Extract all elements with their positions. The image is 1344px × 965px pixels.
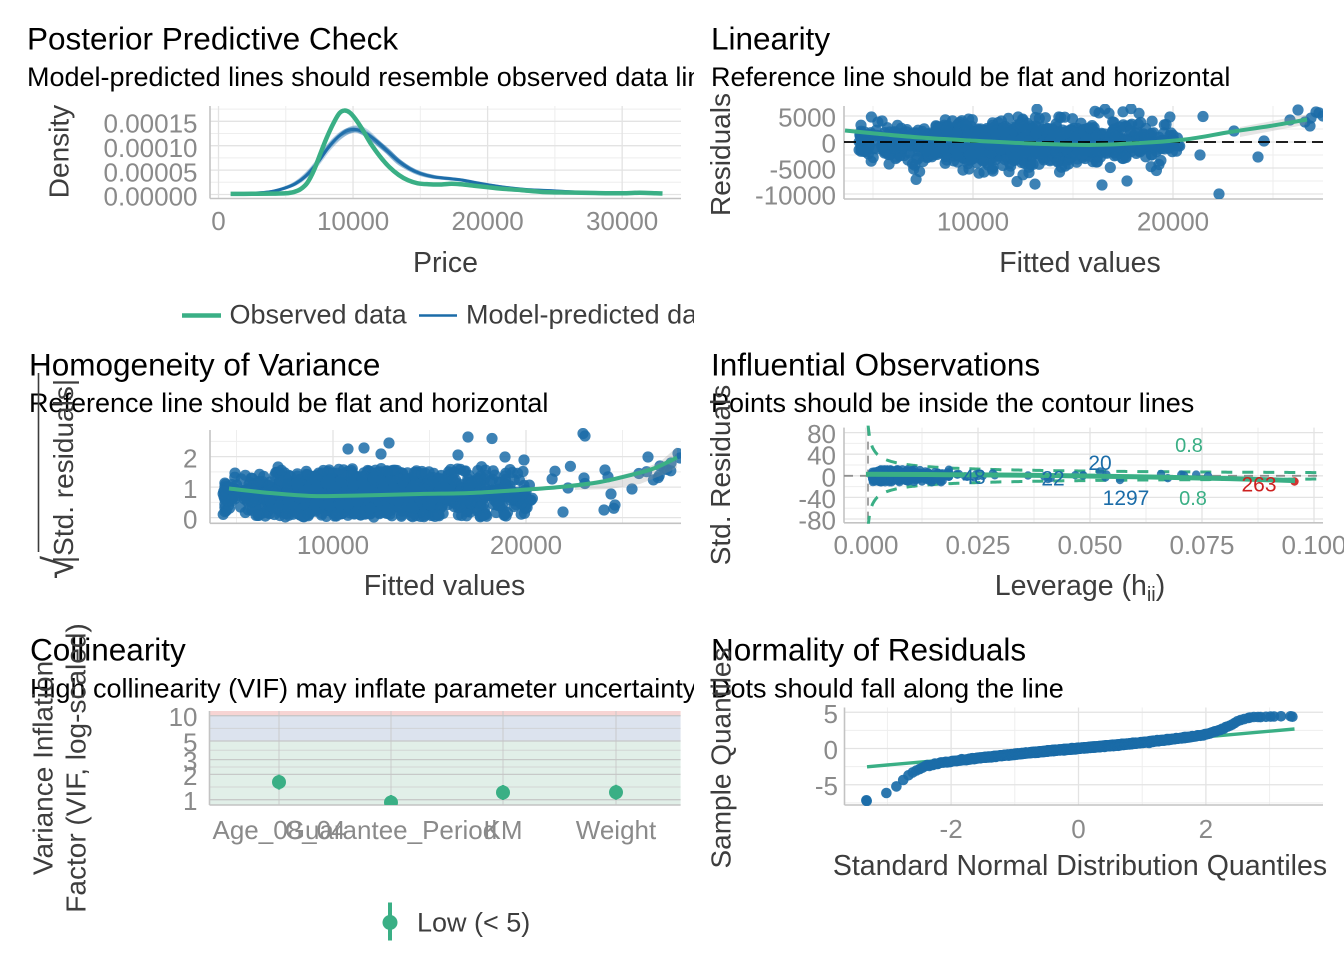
svg-text:Model-predicted lines should r: Model-predicted lines should resemble ob…	[27, 62, 731, 92]
svg-text:Fitted values: Fitted values	[364, 570, 526, 602]
svg-text:Homogeneity of Variance: Homogeneity of Variance	[29, 346, 380, 382]
svg-text:High collinearity (VIF) may in: High collinearity (VIF) may inflate para…	[30, 673, 697, 703]
svg-text:Linearity: Linearity	[711, 20, 830, 56]
svg-text:0.025: 0.025	[945, 530, 1010, 560]
svg-text:Normality of Residuals: Normality of Residuals	[711, 632, 1026, 668]
svg-text:10000: 10000	[937, 207, 1009, 237]
svg-text:0: 0	[1071, 814, 1085, 844]
svg-text:0: 0	[211, 206, 225, 236]
svg-text:-5: -5	[815, 771, 838, 801]
svg-text:48: 48	[962, 466, 985, 489]
svg-text:20000: 20000	[490, 530, 562, 560]
svg-text:Std. Residuals: Std. Residuals	[705, 385, 736, 566]
svg-text:√: √	[35, 555, 82, 579]
svg-text:263: 263	[1241, 474, 1276, 497]
svg-text:Variance Inflation: Variance Inflation	[28, 661, 59, 875]
svg-text:Fitted values: Fitted values	[999, 247, 1161, 279]
svg-text:10: 10	[169, 702, 198, 732]
svg-text:2: 2	[183, 443, 197, 473]
svg-text:Model-predicted data: Model-predicted data	[466, 300, 721, 330]
svg-text:Observed data: Observed data	[230, 300, 408, 330]
svg-text:2: 2	[1199, 814, 1213, 844]
svg-text:10000: 10000	[317, 206, 389, 236]
svg-text:30000: 30000	[586, 206, 658, 236]
svg-text:Factor (VIF, log-scaled): Factor (VIF, log-scaled)	[61, 623, 92, 912]
svg-text:-10000: -10000	[755, 181, 836, 211]
svg-text:|Std. residuals|: |Std. residuals|	[48, 379, 79, 563]
svg-text:20: 20	[1088, 452, 1111, 475]
svg-text:0.100: 0.100	[1281, 530, 1344, 560]
svg-text:Standard Normal Distribution Q: Standard Normal Distribution Quantiles	[833, 850, 1327, 882]
svg-text:0.00015: 0.00015	[104, 109, 198, 139]
svg-text:0.000: 0.000	[833, 530, 898, 560]
svg-text:Reference line should be flat: Reference line should be flat and horizo…	[711, 62, 1230, 92]
svg-text:Influential Observations: Influential Observations	[711, 346, 1040, 382]
svg-text:Low (< 5): Low (< 5)	[417, 908, 530, 938]
svg-text:0: 0	[183, 504, 197, 534]
svg-text:Weight: Weight	[576, 815, 657, 845]
svg-text:KM: KM	[484, 815, 523, 845]
svg-text:Residuals: Residuals	[705, 93, 736, 216]
svg-text:-80: -80	[798, 506, 836, 536]
svg-text:1: 1	[183, 474, 197, 504]
svg-text:0.075: 0.075	[1169, 530, 1234, 560]
svg-text:Reference line should be flat: Reference line should be flat and horizo…	[29, 388, 548, 418]
svg-text:22: 22	[1041, 468, 1064, 491]
svg-text:Sample Quantiles: Sample Quantiles	[706, 647, 737, 868]
svg-text:20000: 20000	[451, 206, 523, 236]
svg-text:Posterior Predictive Check: Posterior Predictive Check	[27, 20, 398, 56]
svg-text:Leverage (hii): Leverage (hii)	[995, 570, 1166, 606]
svg-text:Price: Price	[413, 247, 478, 279]
svg-text:Points should be inside the co: Points should be inside the contour line…	[711, 388, 1194, 418]
svg-text:5: 5	[824, 699, 838, 729]
svg-text:Density: Density	[43, 105, 74, 198]
svg-text:-2: -2	[940, 814, 963, 844]
svg-text:0.8: 0.8	[1179, 488, 1207, 510]
svg-text:Guarantee_Period: Guarantee_Period	[285, 815, 497, 845]
svg-text:20000: 20000	[1137, 207, 1209, 237]
svg-text:10000: 10000	[297, 530, 369, 560]
svg-text:0.8: 0.8	[1175, 435, 1203, 457]
svg-text:Dots should fall along the lin: Dots should fall along the line	[711, 673, 1064, 703]
svg-text:1297: 1297	[1103, 487, 1150, 510]
svg-text:0.050: 0.050	[1057, 530, 1122, 560]
svg-text:0: 0	[824, 735, 838, 765]
